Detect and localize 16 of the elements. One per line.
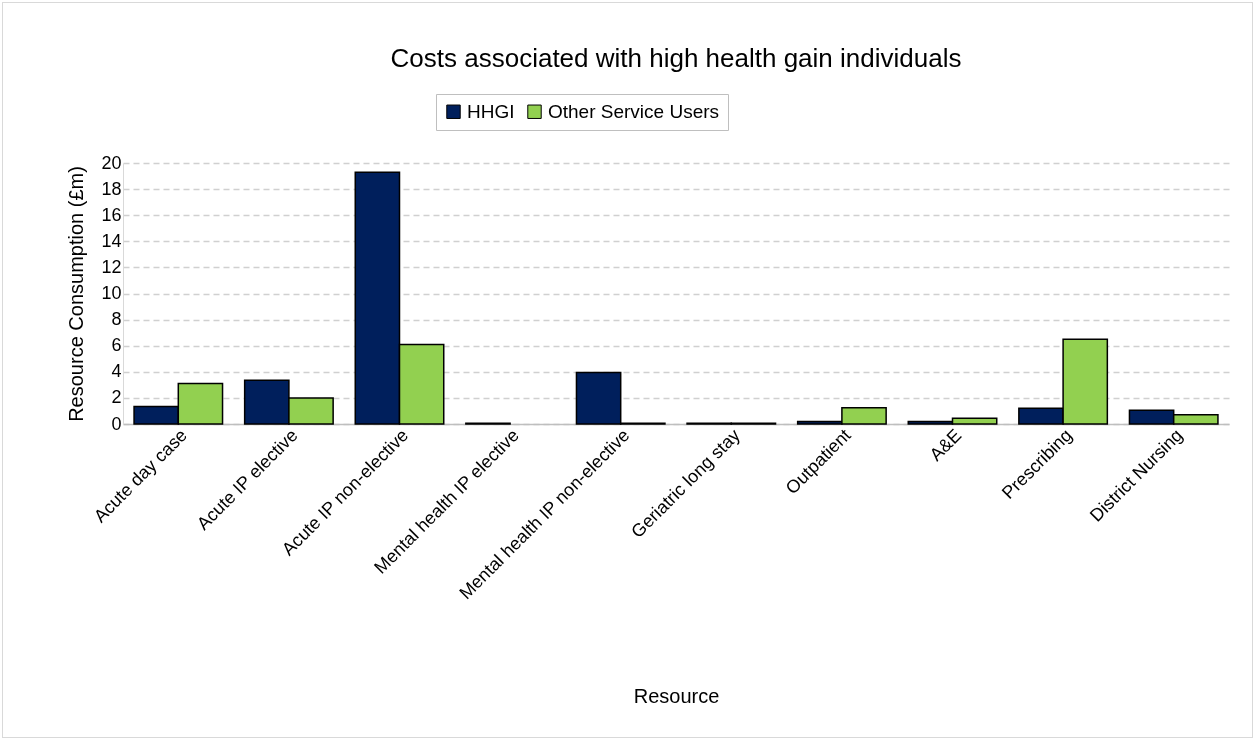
y-tick-label: 2 (111, 387, 122, 408)
y-tick-label: 10 (101, 283, 122, 303)
y-tick-label: 0 (111, 413, 122, 434)
y-tick-label: 6 (111, 335, 122, 356)
y-tick-label: 14 (101, 230, 122, 251)
y-axis-title: Resource Consumption (£m) (65, 166, 88, 422)
y-tick-label: 12 (101, 256, 122, 277)
y-tick-label: 8 (111, 309, 122, 330)
y-tick-label: 4 (111, 361, 122, 382)
y-tick-label: 16 (101, 204, 122, 225)
chart-title: Costs associated with high health gain individuals (390, 42, 962, 73)
x-axis-title: Resource (633, 684, 720, 707)
legend-label: HHGI (467, 100, 515, 122)
y-tick-label: 18 (101, 178, 122, 199)
y-tick-label: 20 (101, 152, 122, 173)
legend-label: Other Service Users (548, 100, 720, 122)
